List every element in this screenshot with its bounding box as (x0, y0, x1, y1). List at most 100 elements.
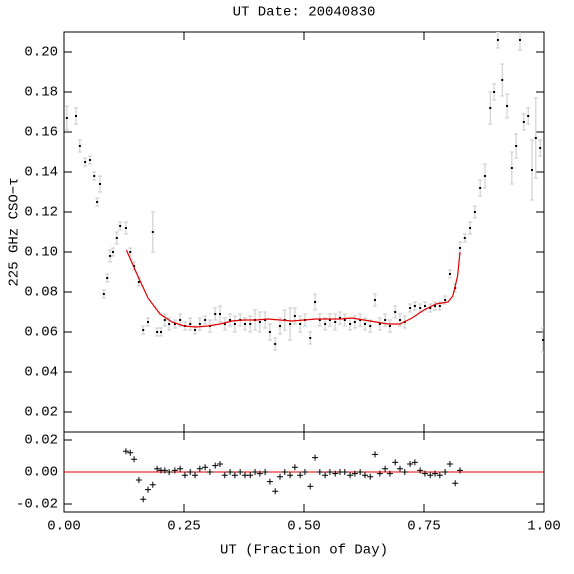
residual-point (272, 488, 279, 495)
plot-area (64, 32, 544, 353)
residual-point (357, 469, 364, 475)
y-tick-label: 0.14 (24, 165, 58, 181)
residual-point (312, 454, 319, 461)
residual-point (392, 459, 399, 466)
residual-point (266, 478, 273, 485)
data-point (223, 323, 226, 325)
residual-point (227, 469, 234, 475)
residual-point (154, 465, 161, 472)
residual-point (322, 472, 329, 479)
residual-point (177, 465, 184, 472)
residual-point (217, 461, 223, 467)
data-point (328, 319, 331, 321)
y-tick-label: 0.12 (24, 205, 58, 221)
residual-point (202, 464, 209, 471)
data-point (539, 147, 542, 149)
data-point (369, 325, 372, 327)
data-point (318, 319, 321, 321)
residual-point (421, 470, 428, 477)
data-point (229, 319, 232, 321)
residual-point (181, 472, 188, 479)
data-point (102, 293, 105, 295)
data-point (510, 167, 513, 169)
data-point (429, 307, 432, 309)
data-point (506, 105, 509, 107)
residual-point (436, 472, 443, 479)
residual-point (231, 472, 238, 479)
data-point (359, 319, 362, 321)
residual-point (297, 472, 304, 479)
data-point (434, 305, 437, 307)
data-point (459, 247, 461, 249)
residual-point (131, 456, 138, 463)
data-point (419, 307, 422, 309)
data-point (84, 161, 87, 163)
data-point (384, 319, 387, 321)
residual-point (457, 467, 463, 474)
residual-point (432, 470, 439, 477)
data-point (343, 319, 346, 321)
x-tick-label: 0.50 (287, 519, 321, 535)
data-point (522, 121, 525, 123)
plot-frame (63, 31, 545, 433)
residual-point (307, 483, 314, 490)
data-point (147, 321, 149, 323)
data-point (264, 319, 267, 321)
data-point (189, 323, 192, 325)
data-point (483, 175, 486, 177)
residual-point (442, 469, 449, 475)
x-tick-label: 0.75 (407, 519, 441, 535)
data-point (479, 187, 482, 189)
y-tick-label: 0.00 (24, 465, 58, 481)
residual-point (166, 469, 173, 475)
y-tick-label: 0.20 (24, 45, 58, 61)
data-point (214, 313, 217, 315)
residual-point (127, 449, 134, 456)
residual-point (247, 472, 254, 479)
data-point (289, 323, 292, 325)
residual-point (407, 461, 414, 467)
data-point (469, 227, 472, 229)
data-point (279, 325, 281, 327)
y-tick-label: 0.10 (24, 245, 58, 261)
residual-point (361, 472, 368, 479)
residual-point (277, 473, 283, 480)
data-point (413, 305, 416, 307)
residual-point (332, 470, 339, 477)
residual-point (252, 469, 259, 475)
data-point (93, 175, 96, 177)
data-point (258, 321, 261, 323)
data-point (493, 91, 496, 93)
residual-point (171, 467, 178, 474)
data-point (137, 281, 140, 283)
data-point (534, 137, 537, 139)
y-tick-label: 0.02 (24, 405, 58, 421)
data-point (99, 183, 101, 185)
residual-point (351, 470, 358, 477)
data-point (194, 329, 197, 331)
residual-point (382, 465, 389, 472)
data-point (65, 117, 68, 119)
plot-area (64, 448, 544, 503)
data-point (198, 323, 201, 325)
y-tick-label: 0.18 (24, 85, 58, 101)
residual-point (376, 470, 383, 477)
x-tick-label: 0.25 (167, 519, 201, 535)
data-point (119, 225, 122, 227)
residual-point (145, 486, 151, 493)
y-tick-label: 0.06 (24, 325, 58, 341)
data-point (542, 339, 544, 341)
y-axis-label: 225 GHz CSO−τ (7, 177, 23, 286)
data-point (142, 329, 145, 331)
residual-point (221, 472, 228, 479)
x-tick-label: 0.00 (47, 519, 81, 535)
residual-point (386, 470, 393, 477)
data-point (233, 323, 236, 325)
x-tick-label: 1.00 (527, 519, 561, 535)
data-point (334, 321, 337, 323)
residual-point (446, 461, 453, 467)
residual-point (372, 451, 379, 458)
data-point (399, 319, 401, 321)
